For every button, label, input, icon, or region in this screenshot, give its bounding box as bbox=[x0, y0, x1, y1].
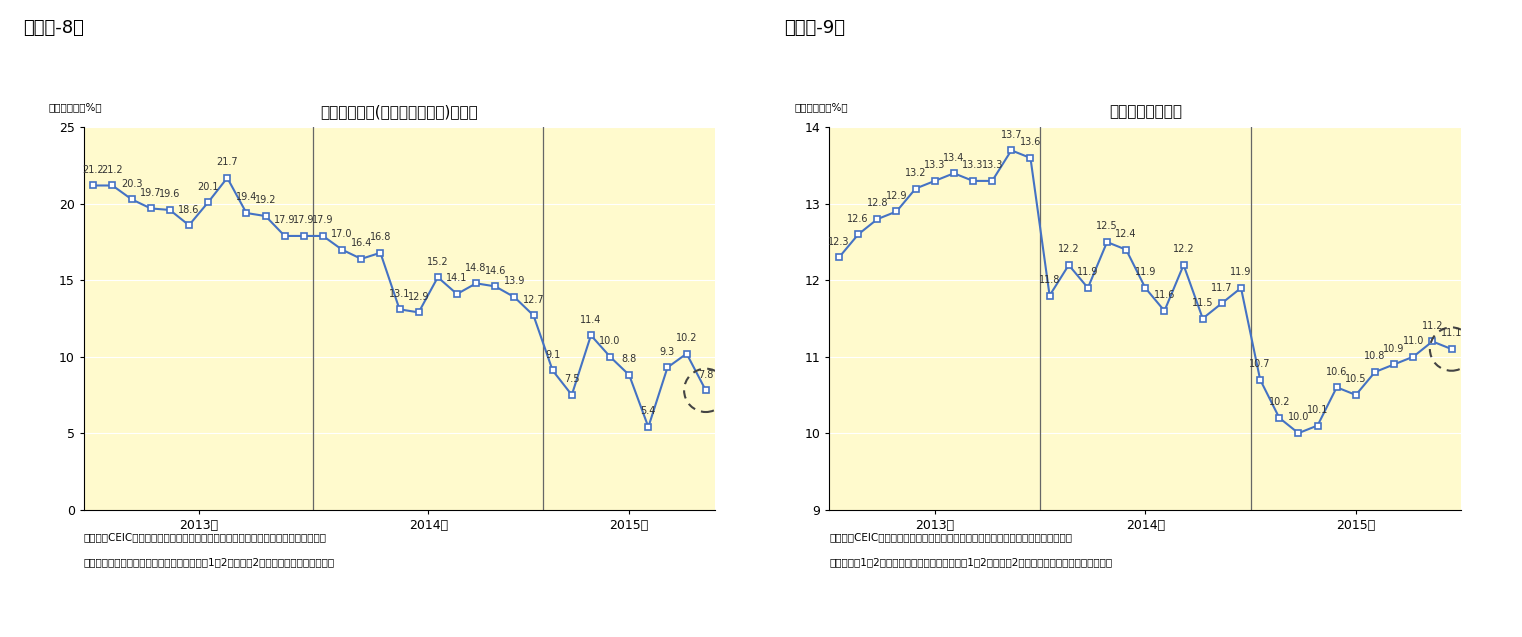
Text: 13.3: 13.3 bbox=[982, 161, 1003, 170]
Text: （図表-9）: （図表-9） bbox=[784, 19, 845, 37]
Text: 19.2: 19.2 bbox=[254, 196, 277, 205]
Text: 12.5: 12.5 bbox=[1096, 222, 1117, 231]
Text: 12.7: 12.7 bbox=[522, 295, 545, 304]
Text: 20.1: 20.1 bbox=[198, 182, 219, 192]
Text: 19.7: 19.7 bbox=[140, 188, 161, 197]
Text: 11.4: 11.4 bbox=[580, 315, 601, 325]
Text: 10.6: 10.6 bbox=[1326, 367, 1347, 376]
Text: 12.2: 12.2 bbox=[1058, 245, 1079, 254]
Text: （注）例年1・2月は春節の影響でふれるため、1・2月は共に2月時点累計（前年同月比）を表示: （注）例年1・2月は春節の影響でふれるため、1・2月は共に2月時点累計（前年同月… bbox=[829, 557, 1113, 568]
Text: 7.8: 7.8 bbox=[699, 369, 714, 380]
Text: 11.6: 11.6 bbox=[1154, 290, 1175, 300]
Text: （資料）CEIC（出所は中国国家統計局）のデータを元にニッセイ基礎研究所で推定: （資料）CEIC（出所は中国国家統計局）のデータを元にニッセイ基礎研究所で推定 bbox=[84, 532, 327, 542]
Text: 19.4: 19.4 bbox=[236, 192, 257, 203]
Text: 13.9: 13.9 bbox=[504, 276, 525, 287]
Text: 14.6: 14.6 bbox=[484, 266, 505, 276]
Text: 12.9: 12.9 bbox=[886, 191, 907, 201]
Text: 21.2: 21.2 bbox=[102, 165, 123, 175]
Text: 12.9: 12.9 bbox=[408, 292, 429, 302]
Text: 13.6: 13.6 bbox=[1020, 138, 1041, 147]
Text: 12.8: 12.8 bbox=[866, 199, 889, 208]
Text: 17.9: 17.9 bbox=[274, 215, 295, 225]
Title: 小売売上高の推移: 小売売上高の推移 bbox=[1110, 104, 1181, 119]
Text: （前年同月比%）: （前年同月比%） bbox=[49, 102, 102, 112]
Text: 5.4: 5.4 bbox=[641, 406, 656, 417]
Text: 21.7: 21.7 bbox=[216, 157, 237, 167]
Text: 10.8: 10.8 bbox=[1364, 352, 1385, 361]
Text: 7.5: 7.5 bbox=[565, 375, 580, 384]
Text: （図表-8）: （図表-8） bbox=[23, 19, 84, 37]
Text: 16.4: 16.4 bbox=[350, 238, 371, 248]
Text: 10.0: 10.0 bbox=[600, 336, 621, 346]
Text: 11.7: 11.7 bbox=[1212, 283, 1233, 292]
Text: 17.9: 17.9 bbox=[312, 215, 333, 225]
Text: 20.3: 20.3 bbox=[120, 178, 143, 189]
Text: 10.7: 10.7 bbox=[1250, 359, 1271, 369]
Text: 13.3: 13.3 bbox=[924, 161, 945, 170]
Text: 13.7: 13.7 bbox=[1000, 130, 1023, 140]
Text: 11.0: 11.0 bbox=[1403, 336, 1425, 346]
Title: 固定資産投資(除く農家の投資)の推移: 固定資産投資(除く農家の投資)の推移 bbox=[321, 104, 478, 119]
Text: 10.2: 10.2 bbox=[676, 333, 697, 343]
Text: 11.8: 11.8 bbox=[1040, 275, 1061, 285]
Text: 11.5: 11.5 bbox=[1192, 298, 1213, 308]
Text: 12.6: 12.6 bbox=[848, 214, 869, 224]
Text: 14.1: 14.1 bbox=[446, 273, 467, 283]
Text: 12.2: 12.2 bbox=[1173, 245, 1195, 254]
Text: 12.3: 12.3 bbox=[828, 237, 849, 247]
Text: 10.1: 10.1 bbox=[1307, 405, 1329, 415]
Text: 11.9: 11.9 bbox=[1078, 268, 1099, 277]
Text: 21.2: 21.2 bbox=[82, 165, 103, 175]
Text: 11.9: 11.9 bbox=[1134, 268, 1157, 277]
Text: （前年同月比%）: （前年同月比%） bbox=[794, 102, 848, 112]
Text: 9.3: 9.3 bbox=[661, 347, 676, 357]
Text: 18.6: 18.6 bbox=[178, 204, 199, 215]
Text: 16.8: 16.8 bbox=[370, 232, 391, 242]
Text: 10.2: 10.2 bbox=[1268, 397, 1291, 407]
Text: 15.2: 15.2 bbox=[428, 257, 449, 266]
Text: 8.8: 8.8 bbox=[621, 354, 636, 364]
Text: 13.3: 13.3 bbox=[962, 161, 983, 170]
Text: 11.2: 11.2 bbox=[1422, 321, 1443, 331]
Text: 9.1: 9.1 bbox=[545, 350, 560, 360]
Text: 10.9: 10.9 bbox=[1383, 344, 1405, 354]
Text: 11.1: 11.1 bbox=[1441, 329, 1463, 338]
Text: 11.9: 11.9 bbox=[1230, 268, 1251, 277]
Text: 12.4: 12.4 bbox=[1116, 229, 1137, 239]
Text: 17.9: 17.9 bbox=[294, 215, 315, 225]
Text: 10.5: 10.5 bbox=[1345, 375, 1367, 384]
Text: （資料）CEIC（出所は中国国家統計局）のデータを元にニッセイ基礎研究所で作成: （資料）CEIC（出所は中国国家統計局）のデータを元にニッセイ基礎研究所で作成 bbox=[829, 532, 1073, 542]
Text: 19.6: 19.6 bbox=[160, 189, 181, 199]
Text: 10.0: 10.0 bbox=[1288, 413, 1309, 422]
Text: 13.2: 13.2 bbox=[906, 168, 927, 178]
Text: 13.4: 13.4 bbox=[944, 153, 965, 162]
Text: 13.1: 13.1 bbox=[388, 289, 411, 299]
Text: 14.8: 14.8 bbox=[466, 262, 487, 273]
Text: 17.0: 17.0 bbox=[332, 229, 353, 239]
Text: （注）累計で公表されるデータを元に推定。1・2月は共に2月時点累計（前年同期比）: （注）累計で公表されるデータを元に推定。1・2月は共に2月時点累計（前年同期比） bbox=[84, 557, 335, 568]
